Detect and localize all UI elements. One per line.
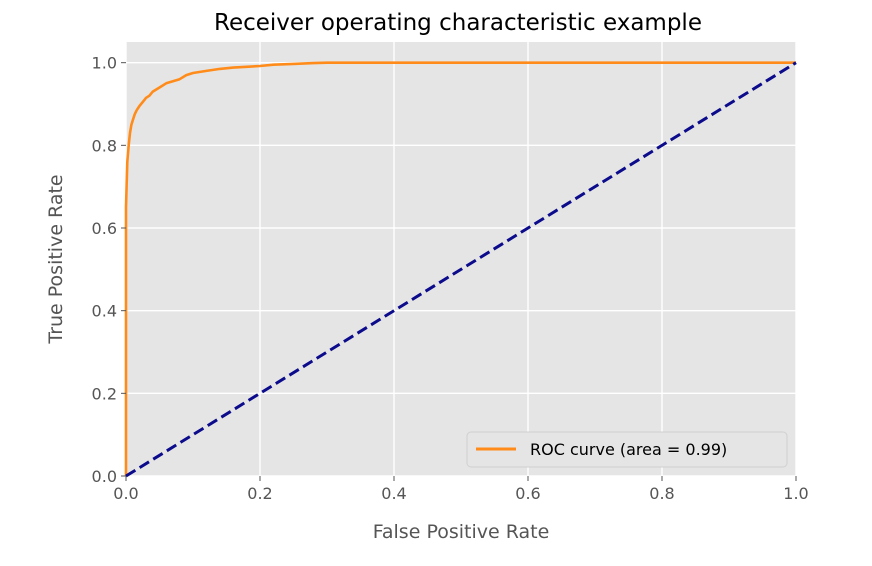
y-tick-label-2: 0.4	[92, 302, 117, 321]
x-tick-label-0: 0.0	[113, 484, 138, 503]
y-tick-label-0: 0.0	[92, 467, 117, 486]
y-axis-label: True Positive Rate	[45, 174, 67, 344]
grid-lines	[125, 42, 797, 477]
y-tick-label-5: 1.0	[92, 54, 117, 73]
legend: ROC curve (area = 0.99)	[466, 431, 788, 468]
x-tick-label-2: 0.4	[381, 484, 406, 503]
y-tick-label-3: 0.6	[92, 219, 117, 238]
tick-layer: 0.0 0.2 0.4 0.6 0.8 1.0 0.0 0.2 0.4 0.6 0.8 1.0	[92, 54, 809, 503]
roc-curve-line	[124, 61, 796, 476]
y-tick-label-4: 0.8	[92, 136, 117, 155]
x-axis-label: False Positive Rate	[373, 521, 550, 543]
x-tick-label-3: 0.6	[515, 484, 540, 503]
x-tick-label-5: 1.0	[783, 484, 808, 503]
x-tick-label-1: 0.2	[247, 484, 272, 503]
x-tick-label-4: 0.8	[649, 484, 674, 503]
plot-area	[126, 42, 796, 476]
legend-box	[466, 431, 788, 468]
legend-label: ROC curve (area = 0.99)	[530, 440, 727, 459]
series-layer	[124, 61, 797, 478]
y-tick-label-1: 0.2	[92, 384, 117, 403]
chance-diagonal-line	[125, 61, 797, 478]
chart-title: Receiver operating characteristic exampl…	[214, 10, 702, 36]
